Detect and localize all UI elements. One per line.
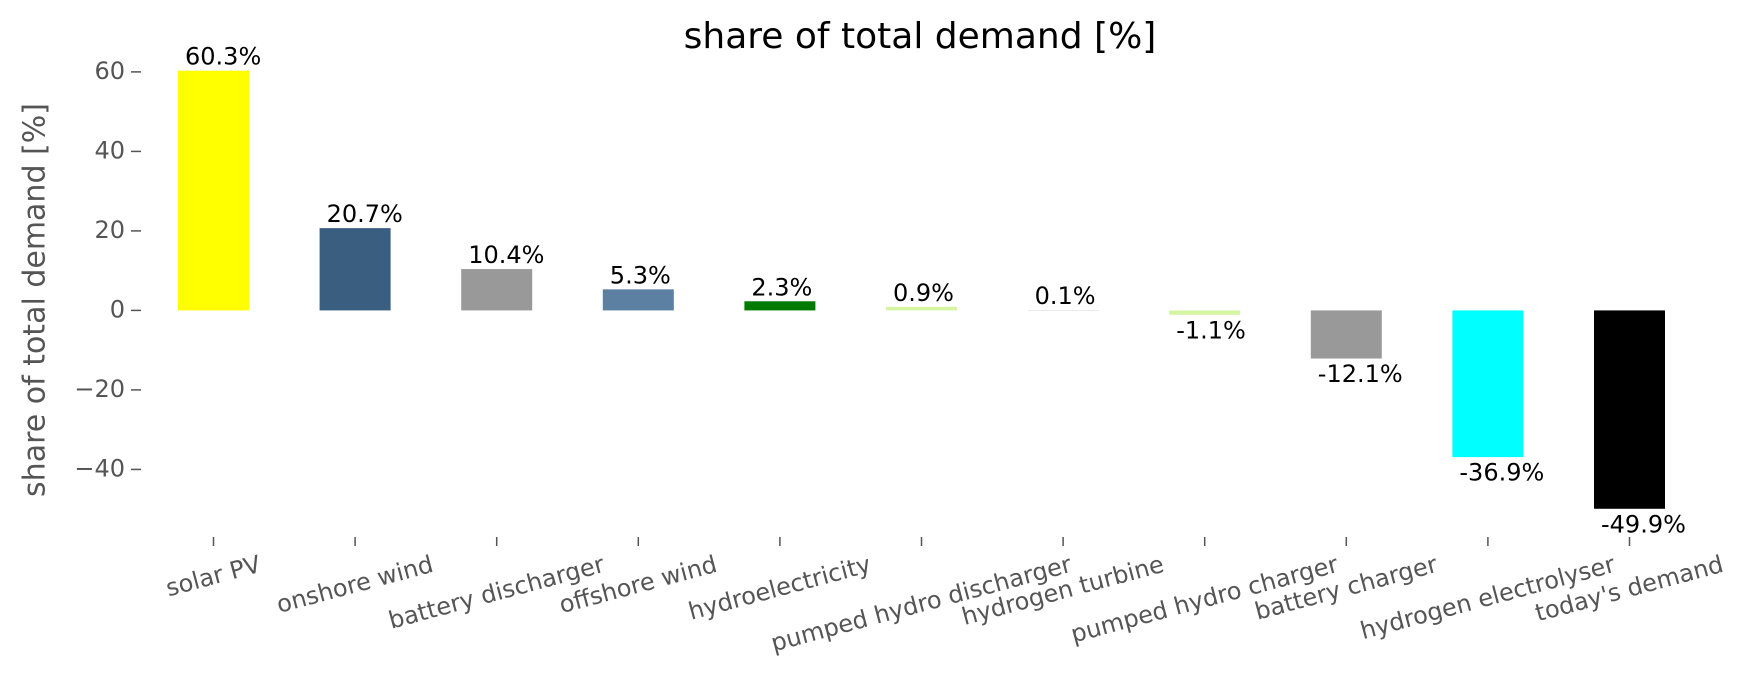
y-tick-label: 60 (94, 57, 125, 85)
bar (886, 306, 957, 311)
x-tick-label: solar PV (163, 550, 264, 602)
value-label: 2.3% (751, 273, 812, 301)
y-axis-label: share of total demand [%] (18, 103, 53, 497)
bar (461, 269, 533, 311)
y-tick-label: 40 (94, 136, 125, 164)
bar (319, 228, 391, 311)
y-tick-label: −20 (74, 375, 125, 403)
value-label: -36.9% (1459, 459, 1544, 487)
bar (178, 70, 249, 311)
y-tick-label: 0 (110, 295, 125, 323)
bar (602, 289, 674, 311)
y-tick-label: 20 (94, 216, 125, 244)
bar (1594, 310, 1665, 509)
bar (744, 301, 816, 311)
y-tick-label: −40 (74, 454, 125, 482)
value-label: 10.4% (468, 241, 544, 269)
bar (1310, 310, 1382, 359)
value-label: -12.1% (1318, 360, 1403, 388)
chart-title: share of total demand [%] (684, 16, 1157, 57)
value-label: 5.3% (610, 261, 671, 289)
value-label: 0.9% (893, 279, 954, 307)
bar (1452, 310, 1524, 458)
value-label: -1.1% (1176, 316, 1246, 344)
value-label: 60.3% (185, 43, 261, 71)
bar (1169, 310, 1241, 315)
value-label: 0.1% (1035, 282, 1096, 310)
value-label: 20.7% (327, 200, 403, 228)
value-label: -49.9% (1601, 510, 1686, 538)
